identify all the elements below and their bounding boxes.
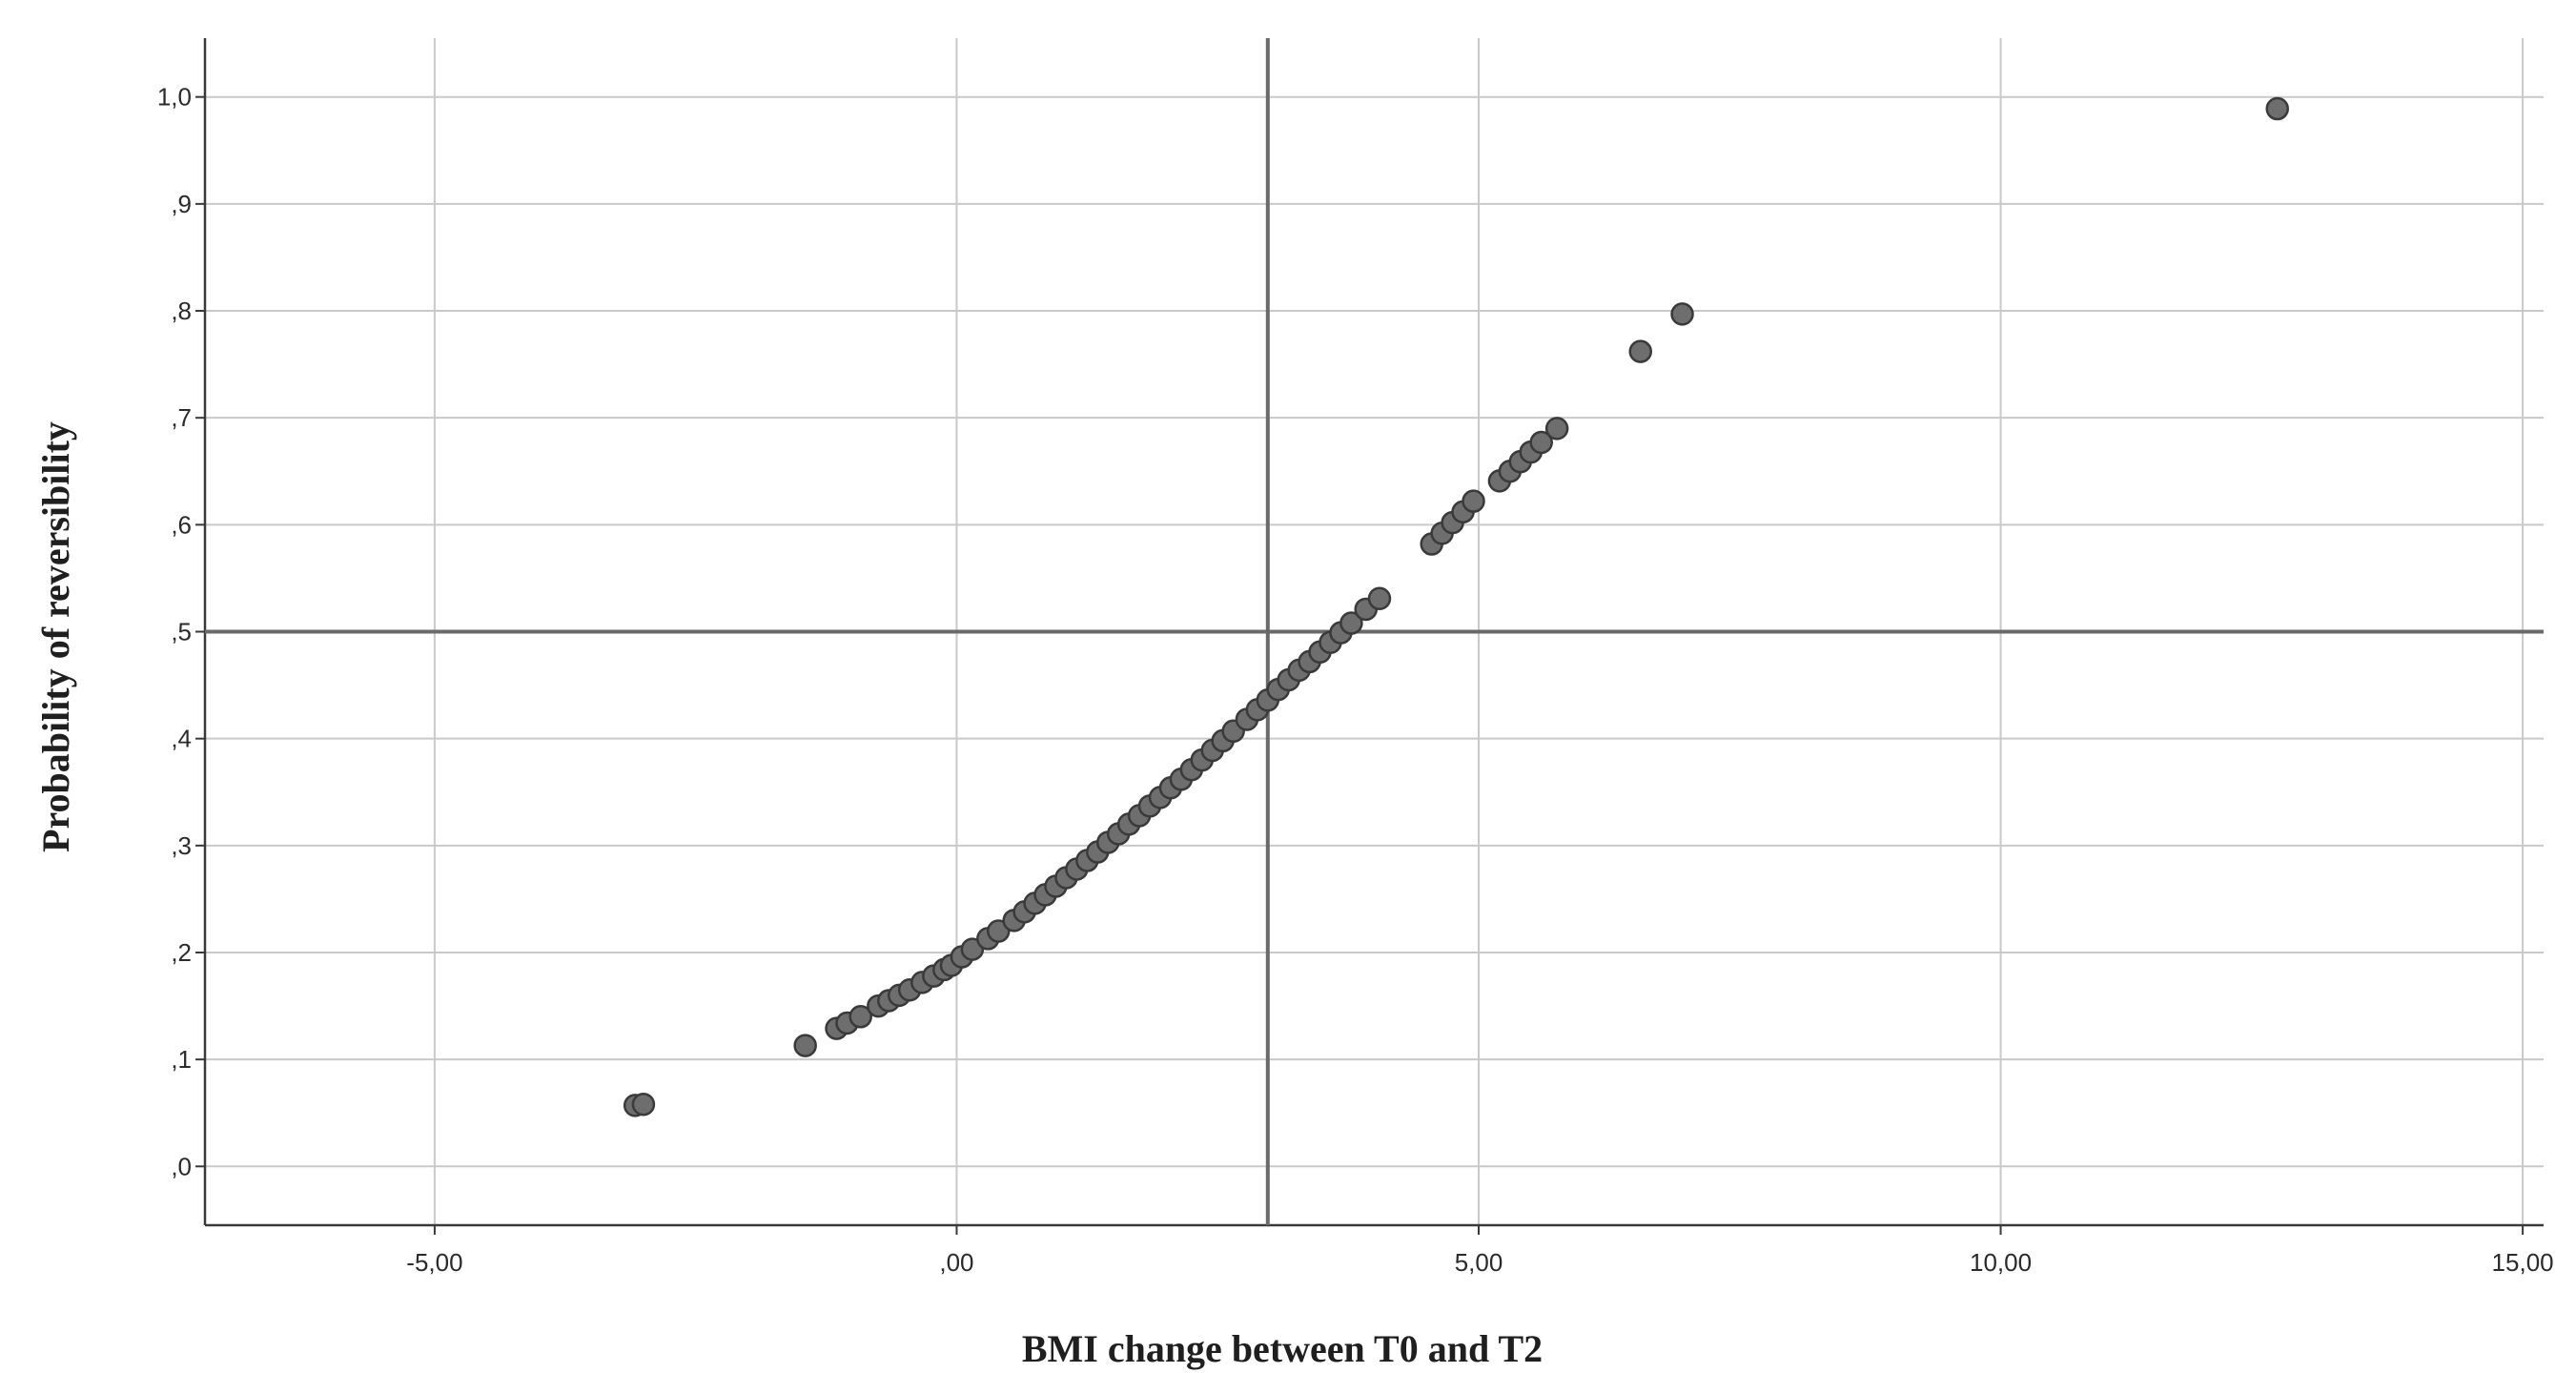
data-point <box>1462 489 1485 513</box>
data-point <box>1367 586 1392 610</box>
y-tick-label: 1,0 <box>157 83 192 112</box>
data-point <box>1628 339 1652 363</box>
data-point <box>1339 611 1363 635</box>
axes <box>195 38 2544 1235</box>
data-point <box>1529 430 1553 455</box>
data-point <box>631 1093 656 1117</box>
y-tick-label: ,7 <box>171 403 192 432</box>
data-point <box>2265 96 2290 121</box>
data-point <box>987 919 1011 943</box>
x-tick-label: 10,00 <box>1970 1248 2032 1277</box>
y-tick-labels: ,0 ,1 ,2 ,3 ,4 ,5 ,6 ,7 ,8 ,9 1,0 <box>157 83 192 1181</box>
x-tick-label: 15,00 <box>2492 1248 2554 1277</box>
y-axis-label: Probability of reversibility <box>34 421 77 852</box>
data-point <box>848 1005 872 1029</box>
x-tick-label: 5,00 <box>1455 1248 1503 1277</box>
data-point <box>793 1034 817 1057</box>
y-tick-label: ,5 <box>171 618 192 646</box>
data-point <box>1544 417 1569 441</box>
reference-lines <box>205 38 2544 1225</box>
y-tick-label: ,9 <box>171 190 192 218</box>
data-point <box>1670 302 1694 326</box>
x-tick-label: ,00 <box>939 1248 973 1277</box>
y-tick-label: ,2 <box>171 938 192 967</box>
y-tick-label: ,8 <box>171 297 192 325</box>
y-tick-label: ,0 <box>171 1152 192 1180</box>
y-tick-label: ,4 <box>171 725 192 753</box>
y-tick-label: ,3 <box>171 831 192 860</box>
x-tick-labels: -5,00 ,00 5,00 10,00 15,00 <box>406 1248 2553 1277</box>
data-point <box>960 937 985 961</box>
x-axis-label: BMI change between T0 and T2 <box>1022 1327 1543 1370</box>
x-tick-label: -5,00 <box>406 1248 462 1277</box>
y-tick-label: ,6 <box>171 510 192 539</box>
data-points <box>623 96 2290 1117</box>
y-tick-label: ,1 <box>171 1045 192 1074</box>
